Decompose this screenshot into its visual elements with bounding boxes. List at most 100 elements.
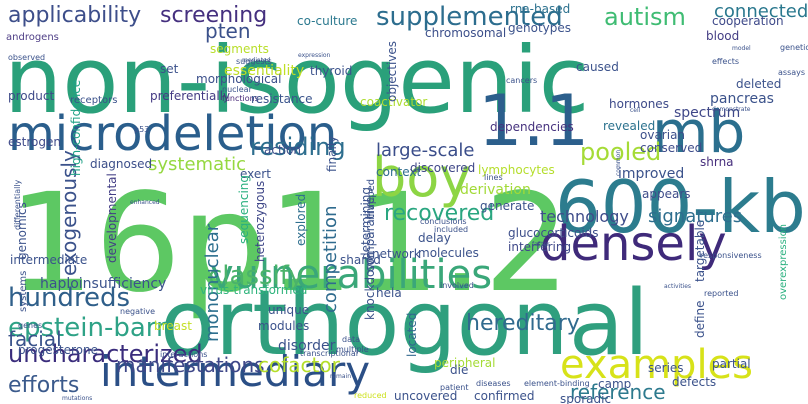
- word-600-kb: 600-kb: [555, 165, 806, 249]
- word-high-confidence: high-confidence: [69, 80, 83, 176]
- word-responsiveness: responsiveness: [700, 251, 762, 260]
- word-interactions: interactions: [160, 350, 207, 359]
- word-genotypes: genotypes: [508, 21, 571, 35]
- word-data: data: [342, 335, 360, 344]
- word-applicability: applicability: [8, 3, 141, 28]
- word-preferentially: preferentially: [150, 89, 230, 103]
- word-resistance: resistance: [251, 92, 313, 106]
- word-define: define: [693, 300, 707, 338]
- word-comparative: comparative: [363, 197, 377, 272]
- word-suggests: suggests: [236, 57, 272, 66]
- word-mb: mb: [652, 98, 745, 166]
- word-mononuclear: mononuclear: [202, 223, 223, 342]
- word-16p11-2: 16p11.2: [8, 165, 570, 323]
- word-systematic: systematic: [148, 154, 246, 175]
- word-series: series: [648, 361, 684, 375]
- word-epstein-barr: epstein-barr: [8, 313, 167, 343]
- word-context: context: [376, 165, 422, 179]
- word-pooled: pooled: [580, 138, 661, 166]
- word-orthogonal: orthogonal: [160, 271, 649, 376]
- word-cofactor: cofactor: [258, 353, 341, 377]
- word-segments: segments: [210, 42, 269, 56]
- word-breast: breast: [154, 319, 192, 333]
- word-developmental: developmental: [105, 173, 119, 263]
- word-morphological: morphological: [196, 72, 281, 86]
- word-boy: boy: [372, 146, 471, 209]
- word-heterozygous: heterozygous: [253, 181, 267, 262]
- word-shrna: shrna: [700, 155, 734, 169]
- word-1-1: 1.1: [478, 80, 589, 162]
- word-microdeletion: microdeletion: [8, 106, 337, 162]
- word-hereditary: hereditary: [466, 311, 580, 336]
- word-hormones: hormones: [609, 97, 669, 111]
- word-involved: involved: [440, 281, 474, 290]
- word-nuclear: nuclear: [222, 85, 253, 94]
- word-cell: cell: [630, 107, 641, 114]
- word-conserved: conserved: [640, 141, 702, 155]
- word-densely: densely: [540, 216, 727, 272]
- word-genomics: genomics: [15, 202, 29, 260]
- word-blood: blood: [706, 29, 739, 43]
- word-estrogen: estrogen: [8, 135, 61, 149]
- word-classify: classify: [208, 261, 304, 291]
- word-molecules: molecules: [418, 246, 479, 260]
- word-revealed: revealed: [603, 119, 655, 133]
- word-explored: explored: [294, 194, 308, 246]
- word-activities: activities: [664, 283, 691, 290]
- word-defects: defects: [672, 375, 716, 389]
- word-negative: negative: [120, 307, 155, 316]
- word-pancreas: pancreas: [710, 91, 774, 107]
- word-intermediate: intermediate: [10, 253, 87, 267]
- word-sporadic: sporadic: [560, 392, 611, 404]
- word-spectrum: spectrum: [674, 105, 740, 121]
- word-assays: assays: [778, 68, 805, 77]
- word-diseases: diseases: [476, 379, 511, 388]
- word-multiple: multiple: [336, 345, 369, 354]
- word-thyroid: thyroid: [310, 64, 352, 78]
- word-essentiality: essentiality: [224, 63, 304, 79]
- word-exert: exert: [240, 167, 271, 181]
- word-included: included: [434, 225, 468, 234]
- word-disorder: disorder: [278, 338, 336, 354]
- word-technology: technology: [540, 207, 629, 226]
- word-dependencies: dependencies: [490, 120, 574, 134]
- word-signatures: signatures: [648, 206, 742, 227]
- word-androgens: androgens: [6, 32, 59, 43]
- word-co-culture: co-culture: [297, 14, 357, 28]
- word-facial: facial: [8, 327, 62, 351]
- word-recovered: recovered: [384, 201, 494, 226]
- word-conclusions: conclusions: [420, 217, 467, 226]
- word-supplemented: supplemented: [376, 2, 563, 32]
- word-caused: caused: [576, 60, 619, 74]
- word-progesterone: progesterone: [18, 343, 98, 357]
- word-coactivator: coactivator: [360, 95, 427, 109]
- word-confirmed: confirmed: [474, 389, 535, 403]
- word-efforts: efforts: [8, 373, 79, 398]
- word-overexpression: overexpression: [778, 224, 789, 300]
- word-manifestations: manifestations: [116, 353, 265, 377]
- word-differentially: differentially: [13, 179, 22, 230]
- word-exogenously: exogenously: [57, 150, 81, 276]
- word-non-isogenic: non-isogenic: [4, 27, 589, 134]
- word-demonstrate: demonstrate: [712, 106, 751, 113]
- word-delay: delay: [418, 231, 451, 245]
- word-reduced: reduced: [354, 391, 387, 400]
- word-lines: lines: [484, 173, 503, 182]
- word-network: network: [372, 247, 421, 261]
- word-deleted: deleted: [736, 77, 781, 91]
- word-examples: examples: [560, 342, 753, 388]
- word-lymphocytes: lymphocytes: [478, 163, 555, 177]
- word-screening: screening: [160, 3, 267, 28]
- word-camp: camp: [598, 377, 631, 391]
- word-mapped: mapped: [366, 179, 377, 220]
- word-observed: observed: [8, 53, 45, 62]
- word-set: set: [160, 62, 179, 76]
- word-unique: unique: [268, 303, 309, 317]
- word-discovered: discovered: [410, 161, 475, 175]
- word-patient: patient: [440, 383, 468, 392]
- word-element-binding: element-binding: [524, 379, 590, 388]
- word-genes: genes: [18, 321, 42, 330]
- word-targetable: targetable: [693, 220, 707, 282]
